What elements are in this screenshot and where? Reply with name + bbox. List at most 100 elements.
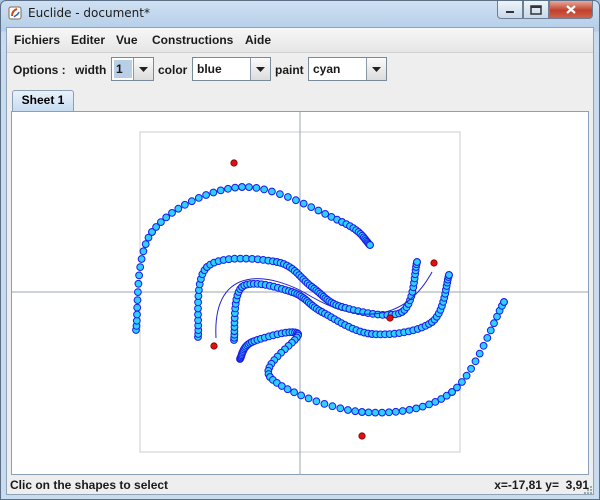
curve-bead bbox=[487, 327, 494, 334]
curve-bead bbox=[386, 409, 393, 416]
curve-bead bbox=[392, 408, 399, 415]
curve-bead bbox=[182, 201, 189, 208]
curve-bead bbox=[138, 256, 145, 263]
dropdown-arrow-icon[interactable] bbox=[133, 58, 153, 80]
curve-bead bbox=[399, 408, 406, 415]
curve-bead bbox=[329, 403, 336, 410]
options-toolbar: Options : width 1 color blue paint cyan bbox=[7, 53, 593, 89]
maximize-icon bbox=[530, 5, 542, 15]
curve-bead bbox=[217, 187, 224, 194]
width-select-value: 1 bbox=[114, 60, 132, 78]
client-area: Fichiers Editer Vue Constructions Aide O… bbox=[6, 27, 594, 495]
curve-bead bbox=[367, 242, 374, 249]
curve-bead bbox=[468, 365, 475, 372]
curve-bead bbox=[476, 350, 483, 357]
curve-bead bbox=[225, 185, 232, 192]
curve-bead bbox=[269, 188, 276, 195]
curve-bead bbox=[261, 186, 268, 193]
curve-bead bbox=[300, 200, 307, 207]
dropdown-arrow-icon[interactable] bbox=[366, 58, 386, 80]
curve-bead bbox=[305, 395, 312, 402]
menu-editer[interactable]: Editer bbox=[71, 33, 105, 47]
curve-bead bbox=[419, 403, 426, 410]
curve-bead bbox=[253, 185, 260, 192]
cursor-coordinates: x=-17,81 y= 3,91 bbox=[494, 478, 589, 492]
drawing-surface[interactable] bbox=[12, 112, 588, 474]
minimize-button[interactable] bbox=[497, 1, 523, 19]
curve-bead bbox=[298, 392, 305, 399]
width-label: width bbox=[75, 63, 106, 77]
color-select-value: blue bbox=[195, 60, 222, 78]
window-title: Euclide - document* bbox=[28, 6, 150, 20]
curve-bead bbox=[413, 405, 420, 412]
paint-select-value: cyan bbox=[311, 60, 340, 78]
app-icon[interactable] bbox=[8, 6, 22, 20]
curve-bead bbox=[210, 189, 217, 196]
curve-bead bbox=[313, 398, 320, 405]
title-bar[interactable]: Euclide - document* bbox=[1, 1, 599, 27]
window-controls bbox=[497, 1, 593, 20]
curve-bead bbox=[136, 272, 143, 279]
curve-bead bbox=[352, 408, 359, 415]
control-point[interactable] bbox=[231, 160, 237, 166]
control-point[interactable] bbox=[387, 315, 393, 321]
width-select[interactable]: 1 bbox=[111, 57, 154, 81]
curve-bead bbox=[484, 335, 491, 342]
curve-bead bbox=[308, 204, 315, 211]
curve-bead bbox=[134, 304, 141, 311]
control-point[interactable] bbox=[211, 343, 217, 349]
color-select[interactable]: blue bbox=[192, 57, 271, 81]
sheet-tabs: Sheet 1 bbox=[7, 89, 593, 111]
curve-bead bbox=[359, 409, 366, 416]
status-bar: Clic on the shapes to select x=-17,81 y=… bbox=[7, 476, 593, 494]
minimize-icon bbox=[505, 6, 515, 14]
curve-bead bbox=[134, 311, 141, 318]
curve-bead bbox=[293, 197, 300, 204]
dropdown-arrow-icon[interactable] bbox=[250, 58, 270, 80]
close-button[interactable] bbox=[549, 1, 593, 19]
curve-bead bbox=[169, 210, 176, 217]
drawing-canvas[interactable] bbox=[11, 111, 589, 475]
curve-bead bbox=[365, 409, 372, 416]
menu-vue[interactable]: Vue bbox=[116, 33, 138, 47]
curve-bead bbox=[472, 358, 479, 365]
curve-bead bbox=[491, 320, 498, 327]
curve-bead bbox=[239, 184, 246, 191]
resize-grip-icon[interactable] bbox=[583, 484, 593, 494]
curve-bead bbox=[135, 289, 142, 296]
curve-bead bbox=[379, 409, 386, 416]
curve-bead bbox=[446, 272, 453, 279]
paint-label: paint bbox=[275, 63, 304, 77]
menu-bar: Fichiers Editer Vue Constructions Aide bbox=[7, 28, 593, 53]
menu-fichiers[interactable]: Fichiers bbox=[14, 33, 60, 47]
curve-bead bbox=[203, 192, 210, 199]
control-point[interactable] bbox=[359, 433, 365, 439]
curve-bead bbox=[414, 259, 421, 266]
close-icon bbox=[565, 4, 577, 15]
curve-bead bbox=[175, 205, 182, 212]
curve-bead bbox=[463, 372, 470, 379]
curve-bead bbox=[134, 297, 141, 304]
color-label: color bbox=[158, 63, 187, 77]
curve-bead bbox=[140, 248, 147, 255]
curve-layer[interactable] bbox=[133, 184, 508, 416]
curve-bead bbox=[188, 198, 195, 205]
curve-bead bbox=[315, 207, 322, 214]
curve-bead bbox=[406, 406, 413, 413]
curve-bead bbox=[372, 409, 379, 416]
maximize-button[interactable] bbox=[523, 1, 549, 19]
curve-bead bbox=[232, 184, 239, 191]
curve-bead bbox=[163, 214, 170, 221]
tab-sheet-1[interactable]: Sheet 1 bbox=[12, 90, 74, 111]
paint-select[interactable]: cyan bbox=[308, 57, 387, 81]
menu-aide[interactable]: Aide bbox=[245, 33, 271, 47]
curve-bead bbox=[135, 280, 142, 287]
curve-bead bbox=[459, 379, 466, 386]
curve-bead bbox=[285, 194, 292, 201]
curve-bead bbox=[337, 405, 344, 412]
control-point[interactable] bbox=[431, 260, 437, 266]
curve-bead bbox=[501, 299, 508, 306]
menu-constructions[interactable]: Constructions bbox=[152, 33, 233, 47]
curve-bead bbox=[321, 401, 328, 408]
